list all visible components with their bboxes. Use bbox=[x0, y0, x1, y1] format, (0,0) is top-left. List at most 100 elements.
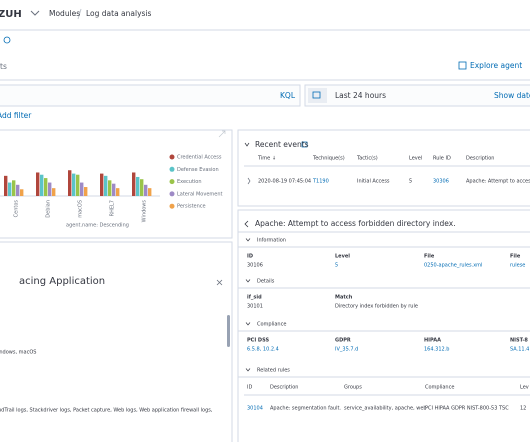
field-value[interactable]: 6.5.8, 10.2.4 bbox=[247, 347, 279, 353]
table-cell: 12 bbox=[520, 406, 526, 412]
section-arrow[interactable] bbox=[245, 322, 251, 326]
section-title[interactable]: Information bbox=[257, 238, 286, 244]
bar bbox=[140, 179, 144, 196]
legend-swatch[interactable] bbox=[169, 191, 175, 197]
table-cell: Initial Access bbox=[357, 179, 390, 185]
column-header: Rule ID bbox=[433, 156, 451, 162]
field-value[interactable]: 0250-apache_rules.xml bbox=[424, 263, 482, 269]
bar bbox=[52, 188, 56, 196]
search-input[interactable] bbox=[0, 84, 301, 107]
bar bbox=[84, 187, 88, 196]
column-header: Tactic(s) bbox=[356, 156, 378, 162]
bar bbox=[12, 180, 16, 196]
column-header[interactable]: Time ↓ bbox=[257, 156, 276, 162]
field-value[interactable]: 5 bbox=[335, 263, 338, 269]
calendar-button[interactable] bbox=[308, 88, 327, 103]
row-expand[interactable] bbox=[247, 177, 251, 185]
column-header: Compliance bbox=[425, 385, 454, 391]
bar bbox=[16, 184, 20, 196]
x-tick-label: macOS bbox=[78, 200, 84, 218]
table-cell: Apache: Attempt to access f bbox=[466, 179, 530, 185]
table-cell: Apache: segmentation fault. bbox=[270, 406, 341, 412]
column-header: Technique(s) bbox=[312, 156, 345, 162]
panel-title: Recent events bbox=[255, 140, 309, 149]
legend-swatch[interactable] bbox=[169, 154, 175, 160]
column-header: ID bbox=[247, 385, 252, 391]
section-arrow[interactable] bbox=[245, 238, 251, 242]
legend-label[interactable]: Execution bbox=[177, 179, 202, 185]
legend-label[interactable]: Defense Evasion bbox=[177, 167, 219, 173]
external-link-icon[interactable] bbox=[301, 141, 308, 148]
table-cell: service_availability, apache, web bbox=[344, 406, 427, 412]
show-dates[interactable]: Show date bbox=[494, 91, 530, 100]
x-tick-label: Debian bbox=[46, 200, 52, 218]
bar bbox=[108, 180, 112, 196]
date-range[interactable]: Last 24 hours bbox=[335, 91, 386, 100]
field-value[interactable]: SA.11.4 bbox=[510, 347, 529, 353]
bar bbox=[136, 176, 140, 196]
query-language[interactable]: KQL bbox=[280, 91, 296, 100]
field-label: Match bbox=[335, 295, 353, 301]
section-arrow[interactable] bbox=[245, 279, 251, 283]
section-arrow[interactable] bbox=[245, 368, 251, 372]
bar bbox=[4, 175, 8, 196]
bar bbox=[72, 173, 76, 196]
chevron[interactable] bbox=[30, 10, 40, 16]
legend-swatch[interactable] bbox=[169, 166, 175, 172]
legend-label[interactable]: Lateral Movement bbox=[177, 191, 223, 197]
table-cell: 5 bbox=[409, 179, 412, 185]
explore-icon[interactable] bbox=[458, 61, 467, 70]
table-cell[interactable]: 30104 bbox=[247, 406, 263, 412]
table-cell[interactable]: 30306 bbox=[433, 179, 449, 185]
field-value[interactable]: 164.312.b bbox=[424, 347, 449, 353]
legend-swatch[interactable] bbox=[169, 203, 175, 209]
field-label: HIPAA bbox=[424, 338, 441, 344]
date-picker[interactable] bbox=[304, 84, 530, 107]
back-arrow[interactable] bbox=[244, 220, 249, 228]
panel-title: acing Application bbox=[19, 276, 105, 287]
field-label: File bbox=[424, 254, 435, 260]
section-title[interactable]: Compliance bbox=[257, 322, 286, 328]
x-tick-label: RHEL7 bbox=[110, 200, 116, 216]
field-value: Directory index forbidden by rule bbox=[335, 304, 418, 310]
table-cell: PCI HIPAA GDPR NIST-800-53 TSC bbox=[425, 406, 509, 412]
collapse-arrow[interactable] bbox=[244, 142, 250, 147]
x-axis-label: agent.name: Descending bbox=[66, 223, 129, 229]
section-title[interactable]: Details bbox=[257, 279, 275, 285]
breadcrumb[interactable]: Modules bbox=[49, 9, 80, 18]
legend-label[interactable]: Persistence bbox=[177, 204, 206, 210]
technique-text: udTrail logs, Stackdriver logs, Packet c… bbox=[0, 408, 213, 414]
bar bbox=[48, 182, 52, 196]
add-filter[interactable]: Add filter bbox=[0, 111, 32, 120]
table-cell[interactable]: T1190 bbox=[312, 179, 329, 185]
close-icon[interactable] bbox=[216, 279, 223, 286]
field-label: File bbox=[510, 254, 521, 260]
field-label: PCI DSS bbox=[247, 338, 269, 344]
rule-detail-panel bbox=[237, 209, 530, 442]
info-icon[interactable] bbox=[3, 36, 11, 44]
section-title[interactable]: Related rules bbox=[257, 368, 290, 374]
legend-label[interactable]: Credential Access bbox=[177, 155, 222, 161]
field-value: 30106 bbox=[247, 263, 263, 269]
table-cell: 2020-08-19 07:45:04 bbox=[258, 179, 311, 185]
bar bbox=[36, 172, 40, 196]
bar bbox=[104, 175, 108, 196]
field-value[interactable]: IV_35.7.d bbox=[335, 347, 358, 353]
field-label: if_sid bbox=[247, 295, 262, 301]
legend-swatch[interactable] bbox=[169, 179, 175, 185]
field-value[interactable]: rulese bbox=[510, 263, 525, 269]
column-header: Description bbox=[270, 385, 298, 391]
explore-agent[interactable]: Explore agent bbox=[470, 61, 522, 70]
bar bbox=[132, 172, 136, 196]
scrollbar[interactable] bbox=[227, 315, 230, 347]
expand-icon[interactable] bbox=[218, 130, 226, 138]
calendar-icon bbox=[312, 91, 321, 99]
bar bbox=[148, 188, 152, 196]
recent-events-panel bbox=[237, 129, 530, 207]
breadcrumb: Log data analysis bbox=[86, 9, 152, 18]
x-tick-label: Windows bbox=[142, 200, 148, 223]
tab-label[interactable]: ts bbox=[0, 62, 7, 71]
field-label: GDPR bbox=[335, 338, 351, 344]
bar bbox=[40, 174, 44, 196]
